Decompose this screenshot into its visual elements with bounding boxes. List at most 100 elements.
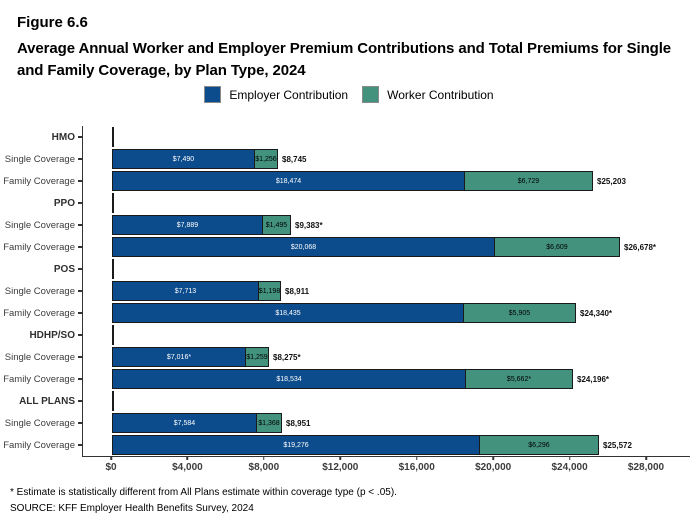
x-axis-tick-mark bbox=[263, 456, 265, 460]
employer-value-label: $7,889 bbox=[176, 221, 199, 229]
employer-value-label: $7,016* bbox=[166, 353, 192, 361]
bar-segment-employer: $7,713 bbox=[112, 281, 259, 301]
plan-type-label: PPO bbox=[0, 192, 82, 214]
bar-segment-employer: $7,016* bbox=[112, 347, 246, 367]
coverage-label: Family Coverage bbox=[0, 368, 82, 390]
worker-value-label: $6,296 bbox=[528, 441, 550, 449]
total-value-label: $25,572 bbox=[603, 440, 632, 450]
bar-segment-worker: $5,905 bbox=[463, 303, 576, 323]
chart-row: $7,490 $1,256 $8,745 bbox=[83, 148, 690, 170]
coverage-label: Single Coverage bbox=[0, 412, 82, 434]
legend-item-worker: Worker Contribution bbox=[362, 86, 494, 103]
bar-segment-worker: $6,609 bbox=[494, 237, 620, 257]
stacked-bar: $7,584 $1,368 $8,951 bbox=[112, 413, 310, 433]
stacked-bar: $7,889 $1,495 $9,383* bbox=[112, 215, 323, 235]
total-value-label: $26,678* bbox=[624, 242, 657, 252]
footnote: * Estimate is statistically different fr… bbox=[10, 487, 397, 498]
bar-segment-employer: $20,068 bbox=[112, 237, 495, 257]
worker-value-label: $1,368 bbox=[258, 419, 280, 427]
bar-segment-worker: $1,198 bbox=[258, 281, 281, 301]
bar-segment-employer: $7,490 bbox=[112, 149, 255, 169]
stacked-bar: $7,016* $1,259 $8,275* bbox=[112, 347, 301, 367]
total-value-label: $8,745 bbox=[282, 154, 307, 164]
x-axis-tick-mark bbox=[186, 456, 189, 460]
chart-row: $7,016* $1,259 $8,275* bbox=[83, 346, 690, 368]
bar-segment-worker: $1,495 bbox=[262, 215, 291, 235]
source-note: SOURCE: KFF Employer Health Benefits Sur… bbox=[10, 503, 254, 514]
chart-row: $20,068 $6,609 $26,678* bbox=[83, 236, 690, 258]
y-axis-labels: HMO Single Coverage Family Coverage PPO Sing… bbox=[0, 126, 82, 457]
bar-segment-employer: $19,276 bbox=[112, 435, 480, 455]
chart-row: $19,276 $6,296 $25,572 bbox=[83, 434, 690, 456]
worker-value-label: $6,729 bbox=[517, 177, 540, 185]
x-axis-tick-label: $4,000 bbox=[172, 462, 203, 473]
legend-label-employer-contribution: Employer Contribution bbox=[229, 87, 349, 102]
total-value-label: $24,196* bbox=[577, 374, 610, 384]
total-value-label: $9,383* bbox=[295, 220, 323, 230]
coverage-label: Single Coverage bbox=[0, 346, 82, 368]
chart-row: $18,435 $5,905 $24,340* bbox=[83, 302, 690, 324]
bar-segment-employer: $18,435 bbox=[112, 303, 464, 323]
chart-row bbox=[83, 390, 690, 412]
worker-value-label: $6,609 bbox=[546, 243, 568, 251]
coverage-label: Family Coverage bbox=[0, 236, 82, 258]
plan-type-label: HMO bbox=[0, 126, 82, 148]
bar-segment-worker: $1,256 bbox=[254, 149, 278, 169]
worker-value-label: $1,198 bbox=[258, 287, 281, 295]
bar-segment-employer: $18,534 bbox=[112, 369, 466, 389]
total-value-label: $8,911 bbox=[285, 286, 310, 296]
zero-baseline-tick bbox=[112, 193, 114, 213]
x-axis-tick-label: $8,000 bbox=[248, 462, 280, 473]
chart-row: $7,713 $1,198 $8,911 bbox=[83, 280, 690, 302]
x-axis-tick-mark bbox=[415, 456, 418, 460]
chart-row bbox=[83, 258, 690, 280]
stacked-bar: $19,276 $6,296 $25,572 bbox=[112, 435, 632, 455]
zero-baseline-tick bbox=[112, 391, 114, 411]
x-axis-tick-mark bbox=[110, 456, 112, 460]
coverage-label: Single Coverage bbox=[0, 214, 82, 236]
total-value-label: $8,951 bbox=[286, 418, 311, 428]
chart-row: $18,534 $5,662* $24,196* bbox=[83, 368, 690, 390]
chart-row: $18,474 $6,729 $25,203 bbox=[83, 170, 690, 192]
worker-value-label: $1,256 bbox=[255, 155, 277, 163]
legend-label-worker-contribution: Worker Contribution bbox=[387, 87, 494, 102]
stacked-bar: $20,068 $6,609 $26,678* bbox=[112, 237, 656, 257]
x-axis-tick-label: $0 bbox=[105, 462, 117, 473]
coverage-label: Single Coverage bbox=[0, 280, 82, 302]
worker-value-label: $5,662* bbox=[506, 375, 532, 383]
stacked-bar: $7,490 $1,256 $8,745 bbox=[112, 149, 306, 169]
bar-segment-worker: $1,259 bbox=[245, 347, 269, 367]
bar-segment-worker: $5,662* bbox=[465, 369, 573, 389]
x-axis: $0 $4,000 $8,000 $12,000 $16,000 $20,000 $24,0… bbox=[82, 456, 690, 480]
chart-panel: $7,490 $1,256 $8,745 $18,474 $6,729 $25,203 $7… bbox=[82, 126, 690, 457]
x-axis-tick-label: $16,000 bbox=[398, 462, 435, 473]
x-axis-tick-mark bbox=[339, 456, 342, 460]
coverage-label: Family Coverage bbox=[0, 434, 82, 456]
employer-value-label: $7,713 bbox=[174, 287, 197, 295]
bar-segment-worker: $6,296 bbox=[479, 435, 599, 455]
x-axis-tick-mark bbox=[645, 456, 647, 460]
worker-value-label: $5,905 bbox=[508, 309, 531, 317]
total-value-label: $24,340* bbox=[580, 308, 613, 318]
total-value-label: $8,275* bbox=[273, 352, 301, 362]
plan-type-label: POS bbox=[0, 258, 82, 280]
employer-value-label: $18,534 bbox=[276, 375, 302, 383]
plan-type-label: ALL PLANS bbox=[0, 390, 82, 412]
worker-value-label: $1,495 bbox=[265, 221, 288, 229]
stacked-bar: $18,474 $6,729 $25,203 bbox=[112, 171, 626, 191]
employer-value-label: $18,435 bbox=[275, 309, 301, 317]
x-axis-tick-label: $20,000 bbox=[475, 462, 512, 473]
x-axis-tick-label: $28,000 bbox=[627, 462, 665, 473]
coverage-label: Family Coverage bbox=[0, 170, 82, 192]
coverage-label: Single Coverage bbox=[0, 148, 82, 170]
chart-row: $7,584 $1,368 $8,951 bbox=[83, 412, 690, 434]
legend-swatch-worker-contribution bbox=[362, 86, 380, 103]
legend-item-employer: Employer Contribution bbox=[204, 86, 348, 103]
chart-row bbox=[83, 324, 690, 346]
zero-baseline-tick bbox=[112, 325, 114, 345]
legend-swatch-employer-contribution bbox=[204, 86, 222, 103]
employer-value-label: $20,068 bbox=[290, 243, 317, 251]
total-value-label: $25,203 bbox=[597, 176, 626, 186]
bar-segment-employer: $7,889 bbox=[112, 215, 263, 235]
